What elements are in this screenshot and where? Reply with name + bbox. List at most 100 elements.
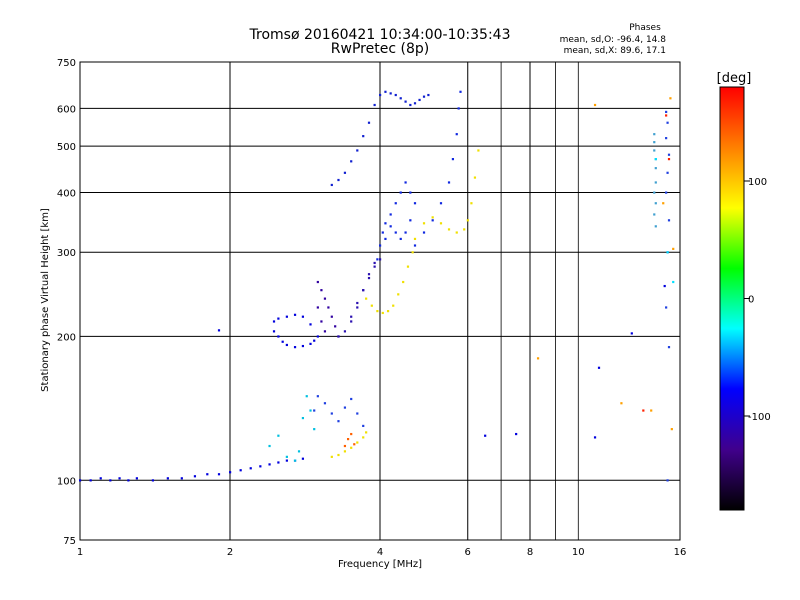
data-point	[672, 247, 675, 250]
data-point	[597, 366, 601, 369]
data-point	[663, 284, 666, 288]
data-point	[669, 97, 672, 100]
data-point	[470, 202, 473, 205]
data-point	[653, 141, 656, 144]
data-point	[477, 149, 480, 152]
data-point	[356, 441, 359, 444]
data-point	[397, 293, 400, 296]
data-point	[309, 342, 312, 345]
data-point	[389, 213, 392, 216]
data-point	[593, 103, 597, 107]
data-point	[672, 280, 675, 284]
data-point	[666, 171, 669, 174]
data-point	[367, 276, 371, 280]
colorbar-tick-label: 100	[748, 177, 767, 188]
x-tick-label: 16	[674, 547, 687, 558]
y-tick-label: 100	[57, 476, 76, 487]
data-point	[653, 133, 656, 136]
x-axis-label: Frequency [MHz]	[338, 559, 422, 570]
data-point	[413, 237, 417, 241]
plot-frame	[79, 61, 681, 541]
data-point	[301, 315, 305, 318]
data-point	[268, 444, 271, 448]
colorbar	[719, 86, 745, 511]
data-point	[418, 98, 421, 102]
data-point	[327, 306, 330, 309]
data-point	[343, 406, 347, 409]
data-point	[650, 409, 653, 412]
data-point	[323, 330, 327, 333]
data-point	[392, 304, 395, 307]
data-point	[277, 434, 280, 437]
data-point	[399, 237, 402, 241]
data-point	[654, 202, 657, 205]
data-point	[667, 346, 671, 349]
data-point	[337, 420, 340, 423]
colorbar-tick-label: -100	[748, 412, 771, 423]
data-point	[409, 103, 412, 107]
data-point	[404, 231, 407, 234]
x-tick-label: 1	[77, 547, 83, 558]
data-point	[285, 343, 288, 347]
data-point	[356, 149, 359, 152]
data-point	[389, 225, 392, 228]
data-point	[620, 402, 623, 405]
data-point	[379, 244, 382, 247]
data-point	[373, 261, 376, 265]
data-point	[484, 434, 487, 437]
data-point	[459, 90, 462, 93]
data-point	[316, 395, 319, 398]
data-point	[373, 265, 376, 268]
data-point	[330, 455, 333, 458]
stats-x: mean, sd,X: 89.6, 17.1	[564, 46, 666, 56]
data-point	[406, 265, 410, 268]
data-point	[439, 202, 443, 205]
data-point	[281, 340, 284, 343]
data-point	[455, 231, 458, 234]
data-point	[229, 471, 232, 474]
data-point	[109, 479, 112, 482]
data-point	[217, 473, 221, 476]
y-tick-label: 200	[57, 332, 76, 343]
data-point	[365, 431, 368, 434]
data-point	[362, 436, 365, 439]
data-point	[654, 158, 657, 161]
data-point	[654, 225, 657, 228]
data-point	[343, 444, 347, 448]
data-point	[330, 315, 333, 318]
data-point	[320, 289, 323, 292]
data-point	[376, 258, 379, 261]
data-point	[293, 346, 297, 349]
data-point	[277, 461, 280, 464]
data-point	[346, 437, 350, 441]
chart-title-line1: Tromsø 20160421 10:34:00-10:35:43	[249, 27, 511, 43]
x-tick-label: 4	[377, 547, 383, 558]
data-point	[402, 280, 405, 284]
data-point	[272, 320, 276, 323]
data-point	[362, 135, 365, 138]
data-point	[394, 93, 397, 97]
data-point	[337, 453, 340, 457]
data-point	[350, 446, 353, 449]
data-point	[293, 313, 297, 316]
data-point	[386, 310, 390, 313]
y-tick-label: 750	[57, 58, 76, 69]
data-point	[381, 311, 384, 315]
x-axis-ticks: 1 2 4 6 8 10 16	[77, 547, 687, 558]
data-point	[457, 107, 460, 110]
data-point	[309, 323, 312, 326]
data-point	[356, 301, 359, 305]
stats-title: Phases	[629, 23, 661, 33]
data-point	[350, 397, 353, 401]
data-point	[404, 181, 407, 184]
data-point	[350, 160, 353, 163]
data-point	[413, 244, 417, 247]
data-point	[409, 191, 412, 194]
data-point	[217, 329, 221, 332]
data-point	[413, 202, 417, 205]
data-point	[285, 459, 288, 462]
data-point	[350, 315, 353, 318]
data-point	[151, 479, 155, 482]
data-point	[665, 110, 668, 114]
data-point	[362, 289, 365, 292]
